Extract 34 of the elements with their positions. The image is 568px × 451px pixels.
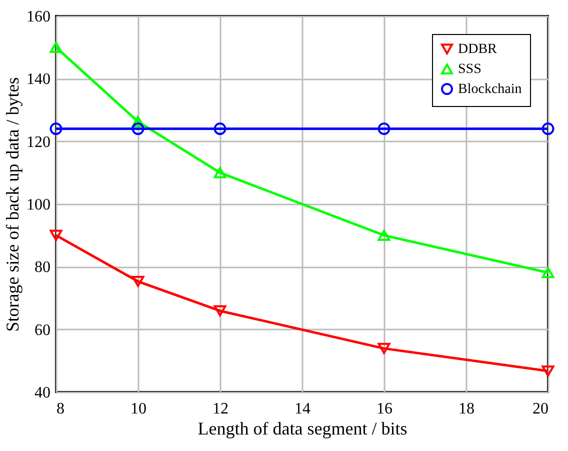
point <box>132 276 144 287</box>
point <box>132 116 144 128</box>
point <box>214 122 226 136</box>
point <box>378 342 390 354</box>
point <box>378 122 390 136</box>
y-tick-label: 40 <box>34 384 50 402</box>
legend-label: Blockchain <box>458 82 522 97</box>
y-tick-label: 160 <box>26 8 50 26</box>
legend-label: DDBR <box>458 42 498 57</box>
point <box>132 122 144 136</box>
y-tick-label: 100 <box>26 196 50 214</box>
y-tick-label: 80 <box>34 259 50 276</box>
point <box>214 167 226 178</box>
y-axis-title: Storage size of back up data / bytes <box>2 77 22 332</box>
point <box>542 267 554 278</box>
x-tick-label: 12 <box>212 400 228 418</box>
point <box>50 230 62 241</box>
x-tick-label: 8 <box>56 400 64 418</box>
y-tick-label: 120 <box>26 134 50 151</box>
point <box>50 122 62 136</box>
point <box>542 365 554 377</box>
point <box>214 305 226 316</box>
y-tick-label: 140 <box>26 71 50 88</box>
point <box>542 122 554 136</box>
point <box>378 230 390 241</box>
x-tick-label: 14 <box>294 400 310 418</box>
y-tick-label: 60 <box>34 322 50 339</box>
x-tick-label: 20 <box>532 400 548 418</box>
x-tick-label: 16 <box>376 400 392 418</box>
x-axis-title: Length of data segment / bits <box>198 418 408 438</box>
x-tick-label: 18 <box>458 400 474 418</box>
x-tick-label: 10 <box>130 400 146 418</box>
point <box>50 42 62 53</box>
legend-label: SSS <box>458 62 482 77</box>
